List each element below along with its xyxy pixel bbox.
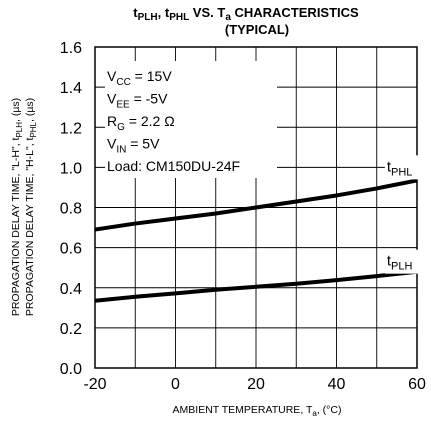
series-label-phl: tPHL	[387, 158, 413, 178]
y-tick-label: 0.8	[60, 201, 82, 218]
x-tick-label: -20	[83, 376, 106, 393]
series-label-background	[384, 249, 431, 274]
condition-line: VEE = -5V	[107, 91, 168, 111]
y-axis-label-1: PROPAGATION DELAY TIME, "L-H", tPLH, (µs…	[10, 98, 24, 316]
y-tick-label: 0.6	[60, 241, 82, 258]
conditions-background	[105, 61, 277, 178]
y-tick-label: 0.2	[60, 321, 82, 338]
y-axis-label-2: PROPAGATION DELAY TIME, "H-L", tPHL, (µs…	[24, 98, 38, 316]
y-tick-label: 1.6	[60, 40, 82, 57]
series-label-plh: tPLH	[387, 253, 413, 273]
x-axis-label: AMBIENT TEMPERATURE, Ta, (°C)	[173, 404, 342, 418]
chart-title: tPLH, tPHL VS. Ta CHARACTERISTICS	[133, 5, 359, 23]
series-layer	[94, 178, 418, 303]
x-tick-label: 60	[408, 376, 426, 393]
y-tick-label: 0.4	[60, 281, 82, 298]
plot-frame	[94, 46, 418, 369]
condition-line: VCC = 15V	[107, 68, 172, 88]
series-label-background	[384, 155, 431, 180]
series-line-plh	[94, 269, 418, 303]
condition-line: Load: CM150DU-24F	[107, 158, 240, 174]
x-tick-label: 0	[171, 376, 180, 393]
series-labels: tPHL tPLH	[384, 155, 431, 274]
y-tick-label: 1.4	[60, 80, 82, 97]
chart-subtitle: (TYPICAL)	[225, 22, 289, 37]
y-tick-label: 1.2	[60, 120, 82, 137]
tick-labels: -20 0 20 40 60 0.0 0.2 0.4 0.6 0.8 1.0 1.2 1.4 1.6	[60, 40, 426, 393]
x-tick-label: 20	[247, 376, 265, 393]
x-tick-label: 40	[328, 376, 346, 393]
condition-line: RG = 2.2 Ω	[107, 113, 175, 133]
series-line-phl	[94, 178, 418, 232]
y-tick-label: 1.0	[60, 160, 82, 177]
y-tick-label: 0.0	[60, 361, 82, 378]
condition-line: VIN = 5V	[107, 136, 160, 156]
